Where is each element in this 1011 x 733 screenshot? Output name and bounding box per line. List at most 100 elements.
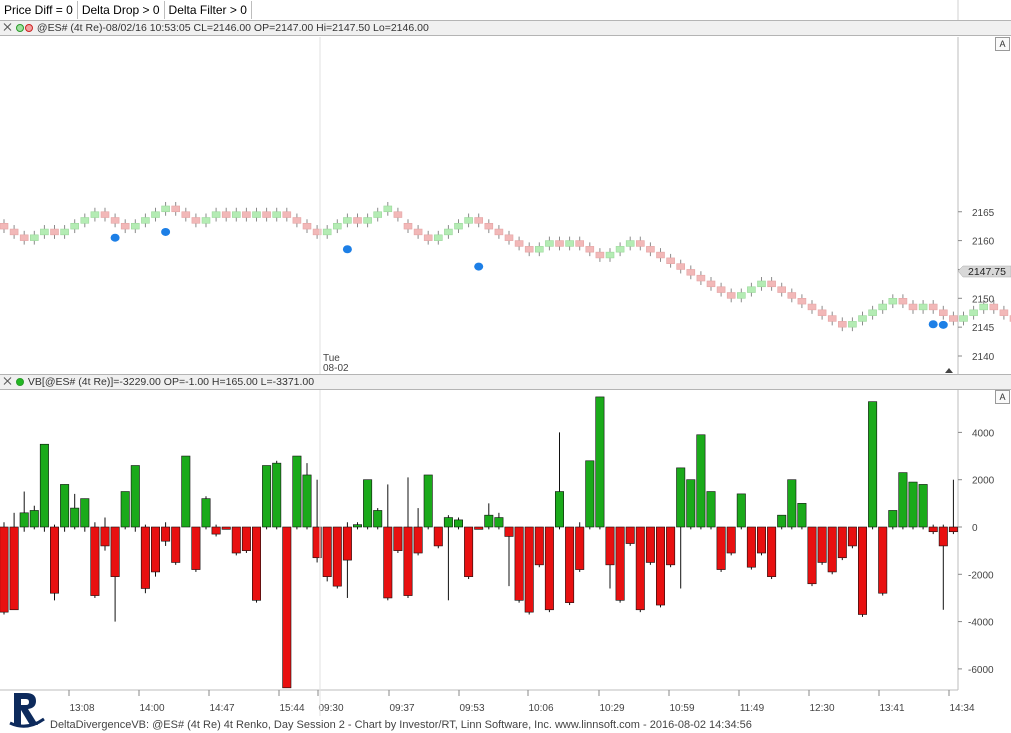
delta-drop-button[interactable]: Delta Drop > 0: [78, 1, 165, 19]
price-diff-button[interactable]: Price Diff = 0: [0, 1, 78, 19]
delta-bar: [615, 526, 625, 603]
renko-brick: [605, 248, 615, 262]
delta-bar: [807, 526, 817, 587]
delta-bar: [827, 526, 837, 575]
renko-brick: [817, 305, 827, 320]
renko-brick: [807, 300, 817, 314]
renko-brick: [312, 225, 322, 239]
renko-brick: [878, 300, 888, 314]
renko-brick: [908, 300, 918, 314]
renko-brick: [0, 219, 9, 234]
close-pane-icon[interactable]: [3, 376, 13, 386]
time-tick-label: 11:49: [740, 703, 765, 714]
green-dot-icon: [16, 24, 24, 32]
divergence-signal-dot: [474, 262, 484, 271]
renko-brick: [343, 213, 352, 228]
renko-brick: [50, 225, 59, 239]
renko-brick: [272, 207, 282, 222]
renko-brick: [595, 248, 605, 262]
renko-brick: [565, 236, 574, 251]
delta-tick-label: 2000: [972, 476, 995, 487]
delta-bar: [504, 526, 514, 587]
renko-brick: [161, 201, 170, 216]
delta-bar: [938, 524, 948, 610]
renko-brick: [625, 236, 635, 251]
delta-bar: [645, 526, 655, 565]
delta-bar: [413, 508, 423, 556]
renko-brick: [282, 207, 292, 222]
renko-brick: [676, 259, 686, 274]
time-tick-label: 14:34: [949, 703, 974, 714]
delta-bar: [161, 522, 171, 546]
renko-brick: [989, 300, 999, 314]
divergence-signal-dot: [110, 233, 120, 242]
delta-bar: [262, 465, 272, 530]
delta-bar: [948, 479, 958, 535]
time-tick-label: 14:47: [209, 703, 234, 714]
time-tick-label: 09:30: [318, 703, 343, 714]
delta-tick-label: -4000: [968, 618, 994, 629]
delta-bar: [302, 463, 312, 530]
delta-bar: [585, 460, 595, 530]
delta-bar: [252, 526, 262, 603]
time-tick-label: 14:00: [139, 703, 164, 714]
price-pane-auto-scale-button[interactable]: A: [995, 37, 1010, 51]
renko-brick: [918, 300, 928, 314]
renko-brick: [858, 311, 867, 326]
renko-brick: [797, 294, 807, 309]
divergence-signal-dot: [928, 320, 938, 329]
renko-brick: [29, 230, 39, 245]
renko-brick: [120, 219, 130, 234]
investor-rt-logo: [9, 693, 45, 728]
delta-bar: [90, 522, 100, 598]
renko-brick: [322, 225, 332, 239]
renko-brick: [474, 213, 484, 228]
volume-pane-auto-scale-button[interactable]: A: [995, 390, 1010, 404]
renko-brick: [353, 213, 362, 228]
delta-bar: [534, 526, 544, 568]
delta-y-axis: -6000 -4000 -2000 0 2000 4000: [958, 428, 995, 676]
renko-brick: [494, 225, 504, 239]
delta-bar: [847, 526, 857, 549]
delta-bar: [221, 526, 231, 530]
renko-brick: [484, 219, 494, 234]
delta-bar: [140, 524, 150, 594]
delta-bar: [777, 514, 787, 530]
delta-bar: [595, 396, 605, 530]
scroll-arrow-up-icon[interactable]: [945, 368, 953, 373]
delta-bar: [312, 479, 322, 563]
renko-brick: [716, 282, 726, 297]
delta-bar: [686, 479, 696, 530]
delta-tick-label: 0: [972, 523, 978, 534]
renko-brick: [19, 230, 29, 245]
renko-brick: [787, 288, 797, 303]
delta-bar: [706, 491, 716, 530]
time-x-axis: 13:08 14:00 14:47 15:44 09:30 09:37 09:53 10:06…: [68, 690, 975, 714]
renko-brick: [232, 207, 241, 222]
delta-bar: [474, 526, 484, 530]
delta-bar: [0, 522, 9, 615]
renko-brick: [726, 288, 736, 303]
renko-brick: [40, 225, 49, 239]
renko-brick: [252, 207, 261, 222]
delta-bar: [9, 512, 19, 611]
renko-brick: [393, 207, 403, 222]
delta-bar: [39, 443, 49, 532]
renko-brick: [514, 236, 524, 251]
renko-brick: [332, 219, 342, 234]
time-tick-label: 10:29: [599, 703, 624, 714]
renko-brick: [898, 294, 908, 309]
delta-bar: [383, 484, 393, 601]
renko-brick: [747, 282, 756, 297]
delta-bar: [898, 472, 908, 530]
renko-brick: [262, 207, 271, 222]
renko-brick: [969, 305, 978, 320]
delta-filter-button[interactable]: Delta Filter > 0: [165, 1, 252, 19]
price-tick-label: 2150: [972, 294, 995, 305]
renko-brick: [403, 219, 413, 234]
delta-bar: [282, 526, 292, 689]
renko-brick: [545, 236, 554, 251]
delta-bar: [837, 526, 847, 561]
renko-brick: [151, 207, 160, 222]
delta-bar: [888, 510, 898, 530]
